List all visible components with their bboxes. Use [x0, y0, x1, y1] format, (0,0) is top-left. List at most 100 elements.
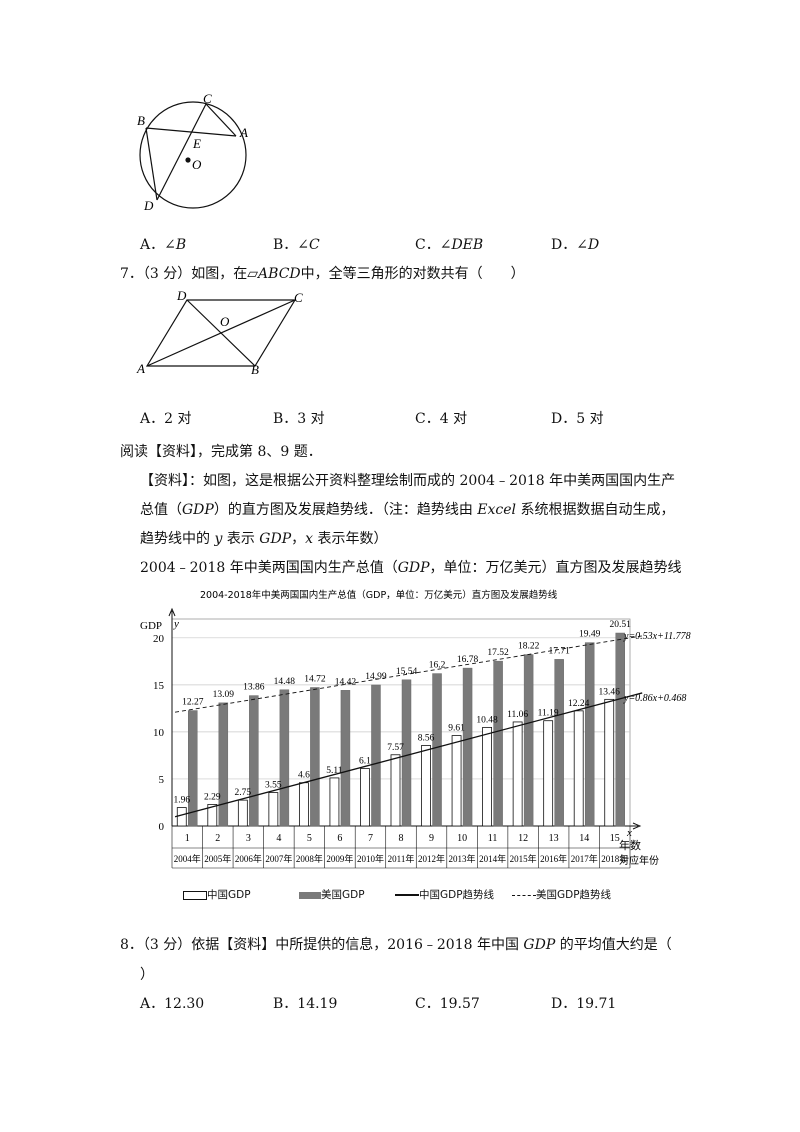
bar-china-gdp [298, 782, 309, 827]
bar-us-gdp [188, 710, 198, 827]
year-label: 2010年 [357, 853, 384, 864]
data-label-us: 13.09 [213, 690, 235, 700]
year-label: 2015年 [510, 853, 537, 864]
circle-o [139, 101, 247, 209]
data-label-us: 20.51 [610, 620, 632, 630]
year-label: 2009年 [326, 853, 353, 864]
year-label: 2017年 [571, 853, 598, 864]
year-label: 2014年 [479, 853, 506, 864]
bar-us-gdp [218, 702, 229, 827]
data-label-china: 6.1 [359, 757, 371, 767]
data-label-china: 3.55 [265, 781, 282, 791]
data-label-us: 14.72 [304, 674, 326, 684]
bar-us-gdp [584, 642, 595, 827]
chord-dc [156, 103, 207, 201]
x-tick-label: 5 [307, 833, 312, 844]
label-o: O [220, 314, 230, 329]
data-label-china: 2.75 [235, 788, 252, 798]
bar-china-gdp [421, 745, 431, 827]
x-tick-label: 13 [549, 833, 559, 844]
gdp-chart: 2004-2018年中美两国国内生产总值（GDP，单位：万亿美元）直方图及发展趋… [140, 589, 691, 869]
bar-us-gdp [310, 687, 320, 827]
bar-china-gdp [512, 721, 523, 827]
circle-figure: C B A E O D [137, 92, 248, 213]
year-label: 2013年 [449, 853, 476, 864]
bar-us-gdp [432, 673, 442, 827]
y-tick-label: 10 [153, 727, 165, 739]
chord-bd [145, 127, 158, 201]
data-label-china: 1.96 [173, 796, 190, 806]
data-label-us: 14.42 [335, 677, 357, 687]
x-tick-label: 3 [246, 833, 251, 844]
reading-intro: 阅读【资料】，完成第 8、9 题． [120, 444, 322, 460]
q7-option-b[interactable]: B．3 对 [273, 411, 325, 427]
x-tick-label: 4 [276, 833, 281, 844]
data-label-china: 13.46 [599, 687, 621, 697]
y-tick-label: 15 [153, 680, 165, 692]
q8-option-a[interactable]: A．12.30 [140, 996, 205, 1012]
y-tick-label: 5 [159, 774, 165, 786]
y-tick-label: 20 [153, 633, 165, 645]
parallelogram-figure: D C O A B [136, 288, 303, 377]
bar-us-gdp [340, 690, 351, 827]
q7-stem: 7．（3 分）如图，在▱ABCD中，全等三角形的对数共有（ ） [120, 266, 525, 282]
bar-china-gdp [207, 804, 218, 827]
year-label: 2007年 [265, 853, 292, 864]
data-label-china: 7.57 [387, 743, 404, 753]
q8-option-b[interactable]: B．14.19 [273, 996, 338, 1012]
bar-china-gdp [268, 792, 279, 827]
y-axis-label: GDP [140, 620, 162, 632]
bar-us-gdp [523, 654, 534, 827]
label-b: B [251, 362, 259, 377]
legend-us-gdp: 美国GDP [299, 887, 365, 902]
q7-option-d[interactable]: D．5 对 [551, 411, 604, 427]
year-label: 2012年 [418, 853, 445, 864]
q7-option-a[interactable]: A．2 对 [140, 411, 192, 427]
x-tick-label: 2 [215, 833, 220, 844]
equation-china: y=0.86x+0.468 [623, 693, 686, 704]
q6-option-c[interactable]: C．∠DEB [415, 237, 484, 253]
trendline-china [174, 692, 643, 818]
x-tick-label: 1 [185, 833, 190, 844]
q6-option-d[interactable]: D．∠D [551, 237, 600, 253]
bar-us-gdp [249, 695, 259, 827]
q8-option-d[interactable]: D．19.71 [551, 996, 617, 1012]
bar-us-gdp [279, 689, 290, 827]
data-label-us: 17.52 [487, 648, 509, 658]
bar-china-gdp [543, 720, 554, 827]
q8-option-c[interactable]: C．19.57 [415, 996, 480, 1012]
data-label-us: 15.54 [396, 667, 418, 677]
q7-option-c[interactable]: C．4 对 [415, 411, 468, 427]
label-a: A [136, 361, 145, 376]
x-tick-label: 15 [610, 833, 620, 844]
data-label-us: 14.99 [365, 672, 387, 682]
bar-china-gdp [176, 807, 187, 827]
label-e: E [192, 136, 201, 151]
label-o: O [192, 157, 202, 172]
bar-china-gdp [482, 726, 493, 827]
q8-stem-cont: ） [140, 967, 154, 983]
bar-china-gdp [329, 777, 340, 827]
x-tick-label: 11 [488, 833, 498, 844]
q6-option-a[interactable]: A．∠B [140, 237, 187, 253]
data-label-china: 2.29 [204, 792, 221, 802]
data-label-china: 12.24 [568, 699, 590, 709]
legend-line-china [395, 894, 419, 896]
data-label-china: 4.6 [298, 771, 310, 781]
bar-china-gdp [573, 710, 584, 827]
data-label-us: 17.71 [548, 646, 570, 656]
bar-us-gdp [493, 660, 503, 827]
bar-china-gdp [451, 735, 462, 827]
q8-stem: 8．（3 分）依据【资料】中所提供的信息，2016﹣2018 年中国 GDP 的… [120, 937, 672, 953]
diagonal-bd [186, 299, 256, 367]
legend-swatch-us [299, 891, 321, 899]
bar-china-gdp [237, 799, 248, 827]
x-tick-label: 9 [429, 833, 434, 844]
bar-us-gdp [554, 659, 564, 827]
label-d: D [143, 198, 154, 213]
q6-option-b[interactable]: B．∠C [273, 237, 320, 253]
data-label-us: 13.86 [243, 683, 265, 693]
year-label: 2006年 [235, 853, 262, 864]
bar-china-gdp [390, 754, 401, 827]
legend-us-trend: 美国GDP趋势线 [512, 887, 611, 902]
